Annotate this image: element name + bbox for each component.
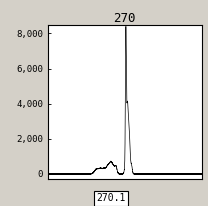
Title: 270: 270 (114, 12, 136, 25)
Text: 270.1: 270.1 (97, 193, 126, 203)
